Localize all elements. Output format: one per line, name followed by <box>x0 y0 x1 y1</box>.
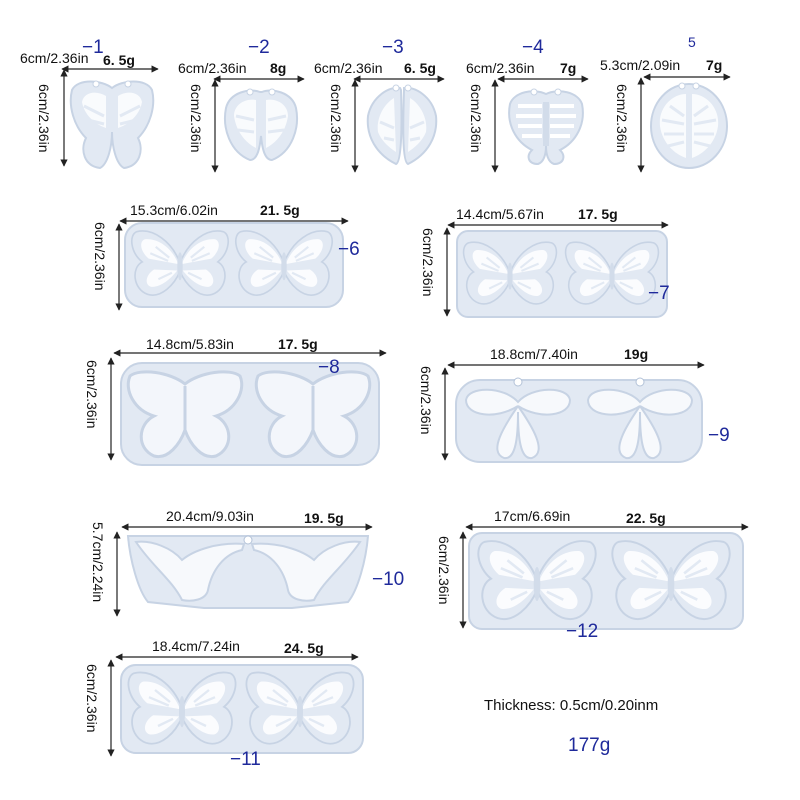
mold-number: −1 <box>82 37 104 58</box>
mold-weight: 21. 5g <box>260 202 300 218</box>
height-arrow <box>113 531 121 617</box>
mold-number: −8 <box>318 357 340 378</box>
butterfly-wing-mold-2 <box>224 88 298 162</box>
mold-weight: 19g <box>624 346 649 362</box>
mold-height: 6cm/2.36in <box>84 664 100 733</box>
mold-width: 14.4cm/5.67in <box>456 206 544 222</box>
mold-weight: 6. 5g <box>404 60 436 76</box>
width-arrow <box>447 221 669 229</box>
width-arrow <box>113 349 387 357</box>
mold-number: 5 <box>688 34 696 50</box>
butterfly-wing-mold-5 <box>650 82 728 169</box>
mold-weight: 19. 5g <box>304 510 344 526</box>
mold-height: 6cm/2.36in <box>436 536 452 605</box>
width-arrow <box>353 75 445 83</box>
mold-height: 5.7cm/2.24in <box>90 522 106 603</box>
mold-height: 6cm/2.36in <box>418 366 434 435</box>
height-arrow <box>211 79 219 173</box>
mold-weight: 24. 5g <box>284 640 324 656</box>
width-arrow <box>115 653 359 661</box>
height-arrow <box>491 79 499 173</box>
mold-weight: 7g <box>560 60 577 76</box>
mold-number: −10 <box>372 569 405 590</box>
mold-height: 6cm/2.36in <box>84 360 100 429</box>
butterfly-icon <box>245 671 355 745</box>
butterfly-icon <box>462 241 558 306</box>
mold-width: 18.8cm/7.40in <box>490 346 578 362</box>
mold-number: −12 <box>566 621 599 642</box>
mold-weight: 7g <box>706 57 723 73</box>
mold-number: −7 <box>648 283 670 304</box>
butterfly-icon <box>610 539 732 621</box>
height-arrow <box>115 223 123 311</box>
mold-weight: 6. 5g <box>103 52 135 68</box>
mold-width: 18.4cm/7.24in <box>152 638 240 654</box>
mold-number: −2 <box>248 37 270 58</box>
mold-number: −3 <box>382 37 404 58</box>
mold-width: 6cm/2.36in <box>466 60 535 76</box>
butterfly-icon <box>254 370 372 459</box>
total-weight: 177g <box>568 735 611 756</box>
height-arrow <box>637 77 645 173</box>
butterfly-wing-mold-4 <box>508 88 584 166</box>
mold-width: 6cm/2.36in <box>178 60 247 76</box>
mold-height: 6cm/2.36in <box>468 84 484 153</box>
butterfly-icon <box>127 671 237 745</box>
width-arrow <box>213 75 305 83</box>
mold-height: 6cm/2.36in <box>188 84 204 153</box>
mold-height: 6cm/2.36in <box>328 84 344 153</box>
mold-height: 6cm/2.36in <box>36 84 52 153</box>
mold-height: 6cm/2.36in <box>614 84 630 153</box>
width-arrow <box>447 361 705 369</box>
mold-width: 15.3cm/6.02in <box>130 202 218 218</box>
mold-number: −9 <box>708 425 730 446</box>
height-arrow <box>351 79 359 173</box>
width-arrow <box>465 523 749 531</box>
mold-width: 17cm/6.69in <box>494 508 571 524</box>
mold-number: −6 <box>338 239 360 260</box>
mold-width: 20.4cm/9.03in <box>166 508 254 524</box>
mold-weight: 17. 5g <box>578 206 618 222</box>
mold-weight: 22. 5g <box>626 510 666 526</box>
butterfly-icon <box>130 229 230 297</box>
height-arrow <box>441 367 449 461</box>
butterfly-icon <box>126 370 244 459</box>
height-arrow <box>107 659 115 757</box>
width-arrow <box>643 73 731 81</box>
height-arrow <box>107 357 115 461</box>
width-arrow <box>121 523 373 531</box>
thickness-label: Thickness: 0.5cm/0.20inm <box>484 697 659 714</box>
butterfly-wing-mold-3 <box>366 84 438 166</box>
width-arrow <box>61 65 159 73</box>
width-arrow <box>497 75 589 83</box>
mold-height: 6cm/2.36in <box>92 222 108 291</box>
butterfly-icon <box>476 539 598 621</box>
mold-width: 5.3cm/2.09in <box>600 57 681 73</box>
butterfly-icon <box>234 229 334 297</box>
mold-height: 6cm/2.36in <box>420 228 436 297</box>
bow-mold-pair <box>455 377 703 463</box>
mold-weight: 17. 5g <box>278 336 318 352</box>
mold-weight: 8g <box>270 60 287 76</box>
height-arrow <box>443 227 451 317</box>
width-arrow <box>119 217 349 225</box>
mold-number: −4 <box>522 37 544 58</box>
height-arrow <box>459 531 467 629</box>
wing-pair-mold <box>126 535 370 609</box>
mold-width: 6cm/2.36in <box>314 60 383 76</box>
mold-width: 14.8cm/5.83in <box>146 336 234 352</box>
mold-number: −11 <box>230 749 261 770</box>
butterfly-wing-mold-1 <box>69 80 155 170</box>
mold-width: 6cm/2.36in <box>20 50 89 66</box>
height-arrow <box>60 69 68 167</box>
